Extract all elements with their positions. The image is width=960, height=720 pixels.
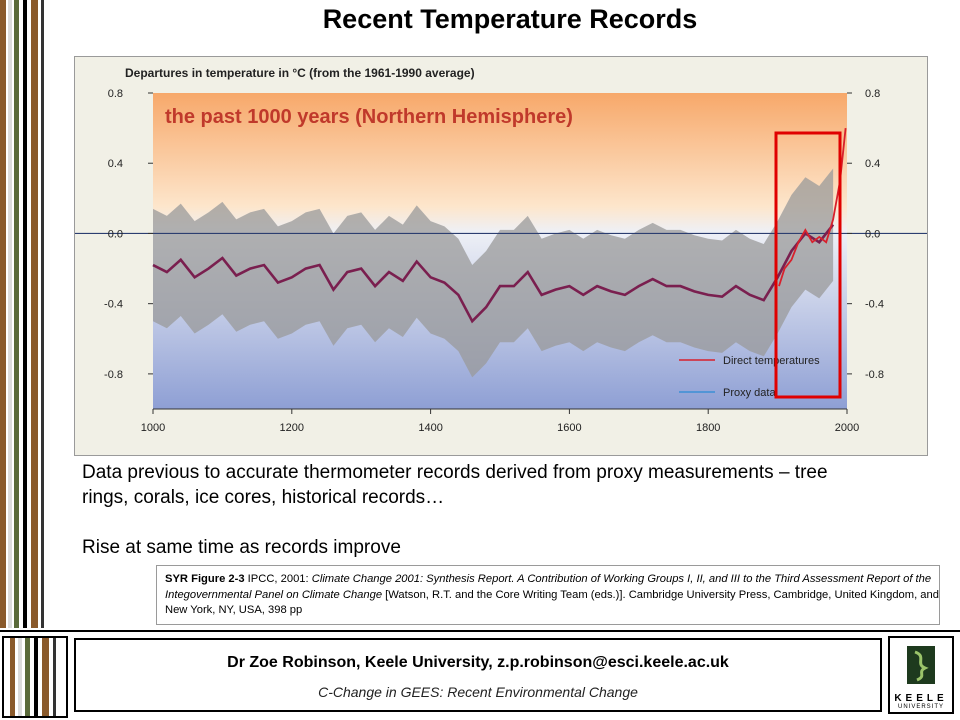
citation: SYR Figure 2-3 IPCC, 2001: Climate Chang… <box>156 565 940 625</box>
stripe <box>23 0 27 628</box>
citation-lead: IPCC, 2001: <box>244 573 312 585</box>
y-tick-label-left: 0.0 <box>108 228 123 240</box>
temperature-chart: 0.8 0.8 0.4 0.4 0.0 0.0 -0.4 -0.4 -0.8 -0.8 1000 12… <box>75 66 927 434</box>
decorative-stripes <box>0 0 48 628</box>
stripe <box>18 638 22 716</box>
paragraph-proxy: Data previous to accurate thermometer re… <box>82 462 828 508</box>
stripe <box>25 638 30 716</box>
highlight-box <box>774 131 842 399</box>
temperature-figure: 0.8 0.8 0.4 0.4 0.0 0.0 -0.4 -0.4 -0.8 -0.8 1000 12… <box>74 56 928 456</box>
y-tick-label-left: 0.4 <box>108 158 123 170</box>
uncertainty-band <box>153 168 834 378</box>
y-tick-label-right: 0.8 <box>865 88 880 100</box>
x-tick-label: 1000 <box>141 422 165 434</box>
y-tick-label-right: 0.4 <box>865 158 880 170</box>
uncertainty-band-area <box>153 168 834 378</box>
stripe <box>8 0 12 628</box>
series-group <box>152 128 847 324</box>
stripe <box>53 638 56 716</box>
stripe <box>14 0 19 628</box>
stripe <box>42 638 49 716</box>
x-tick-label: 1400 <box>418 422 442 434</box>
logo-wordmark: KEELE <box>894 693 948 704</box>
keele-logo: KEELE UNIVERSITY <box>888 636 954 714</box>
stripe <box>31 0 38 628</box>
x-tick-label: 1200 <box>280 422 304 434</box>
x-tick-label: 1600 <box>557 422 581 434</box>
x-tick-label: 1800 <box>696 422 720 434</box>
footer-divider <box>0 630 960 632</box>
chart-subtitle: the past 1000 years (Northern Hemisphere… <box>165 106 573 128</box>
keele-logo-icon <box>907 646 935 684</box>
citation-label: SYR Figure 2-3 <box>165 573 245 585</box>
footer-course: C-Change in GEES: Recent Environmental C… <box>318 684 638 700</box>
footer: Dr Zoe Robinson, Keele University, z.p.r… <box>74 638 882 712</box>
legend-label: Direct temperatures <box>723 355 820 367</box>
stripe <box>34 638 38 716</box>
axes: 0.8 0.8 0.4 0.4 0.0 0.0 -0.4 -0.4 -0.8 -0.8 1000 12… <box>75 88 927 434</box>
logo-subtitle: UNIVERSITY <box>897 704 944 710</box>
stripe <box>41 0 44 628</box>
slide-title: Recent Temperature Records <box>322 4 698 34</box>
y-tick-label-right: 0.0 <box>865 228 880 240</box>
y-tick-label-left: -0.4 <box>104 299 123 311</box>
stripe <box>10 638 15 716</box>
y-tick-label-left: 0.8 <box>108 88 123 100</box>
citation-title: Climate Change 2001: Synthesis Report. A… <box>165 573 932 601</box>
y-tick-label-right: -0.4 <box>865 299 884 311</box>
y-tick-label-right: -0.8 <box>865 369 884 381</box>
stripe <box>0 0 6 628</box>
y-tick-label-left: -0.8 <box>104 369 123 381</box>
x-tick-label: 2000 <box>835 422 859 434</box>
citation-tail: [Watson, R.T. and the Core Writing Team … <box>165 588 939 617</box>
series-proxy-smoothed-line <box>152 223 835 324</box>
footer-stripes <box>2 636 68 718</box>
legend-label: Proxy data <box>723 387 776 399</box>
chart-title: Departures in temperature in °C (from th… <box>125 66 475 80</box>
legend: Direct temperatures Proxy data <box>679 355 820 399</box>
series-direct-line <box>778 128 847 287</box>
footer-author: Dr Zoe Robinson, Keele University, z.p.r… <box>227 654 729 671</box>
paragraph-rise: Rise at same time as records improve <box>82 537 401 558</box>
